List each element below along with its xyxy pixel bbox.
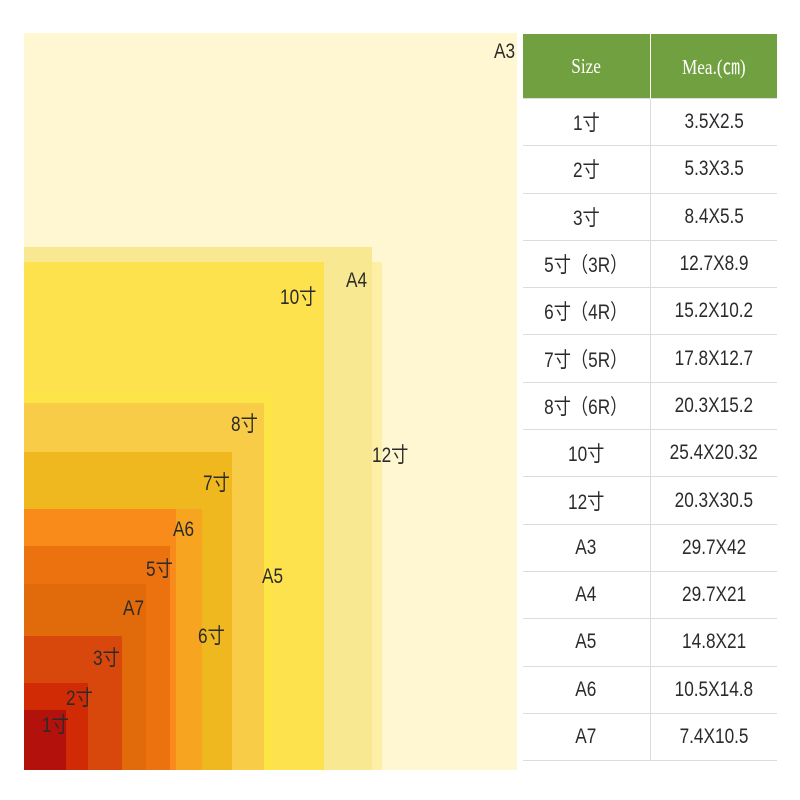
rect-1cun [24, 710, 66, 770]
cell-measure: 8.4X5.5 [650, 192, 777, 241]
cell-size: 8寸（6R） [523, 381, 651, 430]
table-row: 8寸（6R） 20.3X15.2 [523, 381, 777, 430]
cell-size: 6寸（4R） [523, 287, 651, 335]
label-a6: A6 [173, 518, 195, 541]
table-row: 5寸（3R） 12.7X8.9 [523, 239, 777, 288]
cell-measure: 12.7X8.9 [650, 239, 777, 288]
cell-size: 1寸 [523, 97, 651, 146]
table-row: 7寸（5R） 17.8X12.7 [523, 334, 777, 383]
label-10cun: 10寸 [280, 286, 317, 309]
table-row: A7 7.4X10.5 [523, 712, 777, 762]
cell-measure: 20.3X30.5 [650, 476, 777, 525]
header-size: Size [523, 34, 651, 99]
table-row: 2寸 5.3X3.5 [523, 145, 777, 194]
label-a5: A5 [262, 565, 284, 588]
label-6cun: 6寸 [198, 625, 225, 648]
table-row: A6 10.5X14.8 [523, 665, 777, 714]
cell-measure: 29.7X21 [650, 570, 777, 619]
cell-size: A7 [523, 712, 651, 762]
cell-measure: 3.5X2.5 [650, 97, 777, 146]
cell-measure: 15.2X10.2 [650, 287, 777, 335]
cell-size: 3寸 [523, 192, 651, 241]
cell-size: 10寸 [523, 429, 651, 477]
table-body: 1寸 3.5X2.5 2寸 5.3X3.5 3寸 8.4X5.5 5寸（3R） 12.7X8.… [523, 97, 777, 762]
cell-measure: 7.4X10.5 [650, 712, 777, 762]
label-8cun: 8寸 [231, 413, 258, 436]
cell-measure: 14.8X21 [650, 618, 777, 667]
label-2cun: 2寸 [66, 687, 93, 710]
cell-measure: 10.5X14.8 [650, 665, 777, 714]
table-row: 3寸 8.4X5.5 [523, 192, 777, 241]
table-row: 12寸 20.3X30.5 [523, 476, 777, 525]
cell-measure: 5.3X3.5 [650, 145, 777, 194]
cell-size: A5 [523, 618, 651, 667]
label-1cun: 1寸 [42, 714, 69, 737]
table-row: 6寸（4R） 15.2X10.2 [523, 287, 777, 335]
table-row: A4 29.7X21 [523, 570, 777, 619]
cell-size: 2寸 [523, 145, 651, 194]
table-row: A3 29.7X42 [523, 523, 777, 572]
label-5cun: 5寸 [146, 558, 173, 581]
cell-measure: 20.3X15.2 [650, 381, 777, 430]
label-a7: A7 [123, 597, 145, 620]
cell-size: A3 [523, 523, 651, 572]
cell-size: A4 [523, 570, 651, 619]
label-a3: A3 [494, 40, 516, 63]
cell-size: 12寸 [523, 476, 651, 525]
label-12cun: 12寸 [372, 444, 409, 467]
cell-size: 5寸（3R） [523, 239, 651, 288]
size-table: Size Mea.(㎝) 1寸 3.5X2.5 2寸 5.3X3.5 3寸 8.4X5.5… [523, 34, 777, 762]
label-3cun: 3寸 [93, 647, 120, 670]
table-header-row: Size Mea.(㎝) [523, 34, 777, 99]
table-row: 1寸 3.5X2.5 [523, 97, 777, 146]
cell-measure: 17.8X12.7 [650, 334, 777, 383]
table-row: 10寸 25.4X20.32 [523, 429, 777, 477]
label-a4: A4 [346, 269, 368, 292]
cell-measure: 25.4X20.32 [650, 429, 777, 477]
cell-measure: 29.7X42 [650, 523, 777, 572]
cell-size: A6 [523, 665, 651, 714]
cell-size: 7寸（5R） [523, 334, 651, 383]
label-7cun: 7寸 [203, 472, 230, 495]
header-measure: Mea.(㎝) [650, 34, 777, 99]
table-row: A5 14.8X21 [523, 618, 777, 667]
